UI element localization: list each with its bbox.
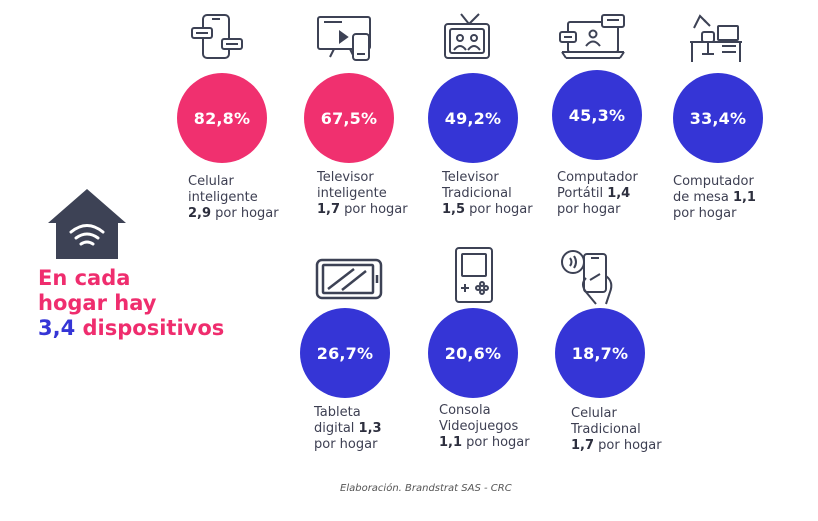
item-name-line: Tradicional — [571, 422, 641, 437]
value-circle: 18,7% — [555, 308, 645, 398]
value-label: 20,6% — [444, 343, 502, 363]
item-label: Celular inteligente 2,9 por hogar — [188, 174, 279, 222]
item-name-line: Videojuegos — [439, 419, 519, 434]
value-circle: 82,8% — [177, 73, 267, 163]
per-home-value: 2,9 — [188, 206, 212, 221]
headline: En cada hogar hay 3,4 dispositivos — [38, 266, 224, 341]
item-name-line: Celular — [188, 174, 234, 189]
per-home-value: 1,4 — [607, 186, 631, 201]
item-name-line: Celular — [571, 406, 617, 421]
item-name-line: inteligente — [317, 186, 387, 201]
house-wifi-icon — [46, 185, 128, 261]
item-name-line: digital — [314, 421, 355, 436]
headline-line-1: En cada — [38, 266, 131, 290]
per-home-value: 1,7 — [571, 438, 595, 453]
item-label: Tableta digital 1,3 por hogar — [314, 405, 382, 453]
item-name-line: Portátil — [557, 186, 604, 201]
per-home-suffix: por hogar — [557, 202, 621, 217]
item-name-line: Consola — [439, 403, 491, 418]
per-home-suffix: por hogar — [673, 206, 737, 221]
smartphone-chat-icon — [190, 12, 246, 60]
per-home-value: 1,5 — [442, 202, 466, 217]
game-console-icon — [452, 246, 498, 304]
smart-tv-icon — [316, 14, 376, 62]
value-circle: 33,4% — [673, 73, 763, 163]
value-label: 67,5% — [320, 108, 378, 128]
value-circle: 20,6% — [428, 308, 518, 398]
item-name-line: Computador — [557, 170, 638, 185]
headline-line-3: dispositivos — [82, 316, 225, 340]
value-circle: 49,2% — [428, 73, 518, 163]
value-label: 45,3% — [568, 105, 626, 125]
item-name-line: Televisor — [317, 170, 374, 185]
item-name-line: Computador — [673, 174, 754, 189]
per-home-value: 1,3 — [358, 421, 382, 436]
item-label: Computador de mesa 1,1 por hogar — [673, 174, 756, 222]
item-label: Televisor Tradicional 1,5 por hogar — [442, 170, 533, 218]
value-label: 33,4% — [689, 108, 747, 128]
per-home-suffix: por hogar — [466, 435, 530, 450]
value-label: 49,2% — [444, 108, 502, 128]
item-label: Celular Tradicional 1,7 por hogar — [571, 406, 662, 454]
per-home-suffix: por hogar — [469, 202, 533, 217]
item-name-line: inteligente — [188, 190, 258, 205]
per-home-value: 1,1 — [439, 435, 463, 450]
per-home-suffix: por hogar — [215, 206, 279, 221]
item-label: Computador Portátil 1,4 por hogar — [557, 170, 638, 218]
value-circle: 26,7% — [300, 308, 390, 398]
tablet-icon — [314, 256, 386, 302]
headline-line-2: hogar hay — [38, 291, 157, 315]
value-label: 26,7% — [316, 343, 374, 363]
value-circle: 67,5% — [304, 73, 394, 163]
item-label: Televisor inteligente 1,7 por hogar — [317, 170, 408, 218]
headline-value: 3,4 — [38, 316, 76, 340]
item-name-line: Televisor — [442, 170, 499, 185]
per-home-value: 1,7 — [317, 202, 341, 217]
retro-tv-icon — [443, 12, 495, 62]
laptop-chat-icon — [558, 12, 634, 62]
value-label: 82,8% — [193, 108, 251, 128]
item-name-line: Tableta — [314, 405, 361, 420]
phone-contactless-icon — [560, 246, 622, 308]
per-home-suffix: por hogar — [598, 438, 662, 453]
source-note: Elaboración. Brandstrat SAS - CRC — [340, 483, 512, 494]
value-label: 18,7% — [571, 343, 629, 363]
item-name-line: Tradicional — [442, 186, 512, 201]
per-home-value: 1,1 — [732, 190, 756, 205]
per-home-suffix: por hogar — [344, 202, 408, 217]
value-circle: 45,3% — [552, 70, 642, 160]
item-name-line: de mesa — [673, 190, 729, 205]
desk-icon — [688, 12, 744, 64]
item-label: Consola Videojuegos 1,1 por hogar — [439, 403, 530, 451]
per-home-suffix: por hogar — [314, 437, 378, 452]
